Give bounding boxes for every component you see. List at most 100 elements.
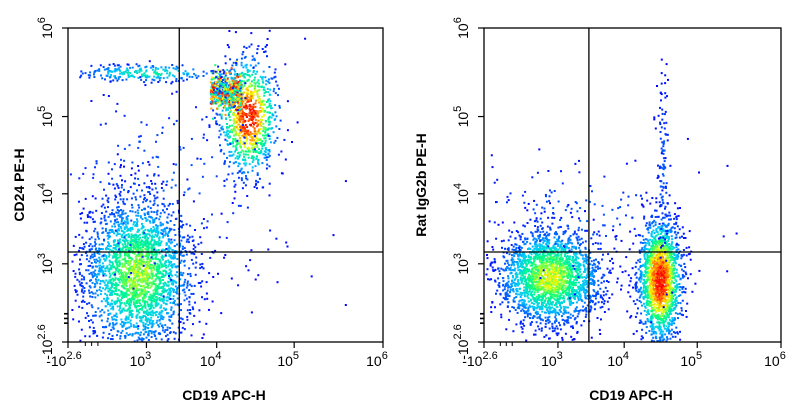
event-dot-1-1 bbox=[225, 133, 228, 136]
event-dot-1-2 bbox=[136, 72, 139, 74]
event-dot-1-1 bbox=[245, 135, 248, 138]
event-dot-1-1 bbox=[225, 95, 228, 98]
event-dot-1-0 bbox=[159, 244, 162, 247]
event-dot-1-1 bbox=[230, 103, 233, 106]
event-dot-1-1 bbox=[215, 112, 218, 115]
event-dot-1-0 bbox=[147, 265, 150, 268]
event-dot-1-1 bbox=[229, 92, 232, 95]
event-dot-1-0 bbox=[90, 304, 93, 307]
event-dot-1-3 bbox=[174, 184, 177, 187]
event-dot-1-0 bbox=[139, 319, 141, 322]
event-dot-1-0 bbox=[167, 231, 170, 234]
event-dot-1-0 bbox=[110, 267, 113, 270]
event-dot-1-1 bbox=[257, 119, 260, 122]
event-dot-1-2 bbox=[107, 68, 110, 71]
event-dot-1-1 bbox=[254, 73, 257, 75]
event-dot-1-0 bbox=[108, 324, 111, 327]
event-dot-1-3 bbox=[130, 272, 133, 274]
event-dot-1-0 bbox=[167, 272, 170, 275]
event-dot-1-0 bbox=[166, 328, 169, 331]
event-dot-1-0 bbox=[114, 194, 117, 197]
event-dot-1-2 bbox=[114, 68, 117, 71]
event-dot-1-1 bbox=[219, 89, 222, 91]
event-dot-2-0 bbox=[554, 299, 557, 302]
event-dot-1-0 bbox=[184, 278, 187, 281]
event-dot-1-1 bbox=[230, 106, 233, 109]
event-dot-1-2 bbox=[116, 79, 119, 82]
event-dot-1-0 bbox=[154, 278, 157, 281]
event-dot-1-0 bbox=[128, 326, 131, 329]
event-dot-1-0 bbox=[78, 320, 80, 323]
event-dot-1-0 bbox=[155, 321, 158, 324]
event-dot-1-1 bbox=[219, 94, 222, 97]
event-dot-1-1 bbox=[254, 64, 257, 67]
event-dot-1-0 bbox=[94, 292, 97, 295]
event-dot-1-0 bbox=[170, 270, 173, 273]
event-dot-1-3 bbox=[111, 168, 113, 171]
event-dot-2-0 bbox=[511, 257, 514, 260]
event-dot-1-1 bbox=[245, 129, 248, 132]
event-dot-1-1 bbox=[232, 96, 235, 99]
event-dot-1-0 bbox=[154, 305, 157, 308]
event-dot-1-1 bbox=[249, 104, 252, 107]
event-dot-1-3 bbox=[122, 198, 125, 201]
event-dot-1-1 bbox=[259, 122, 261, 125]
event-dot-1-1 bbox=[271, 112, 274, 115]
event-dot-1-0 bbox=[108, 294, 111, 296]
event-dot-1-0 bbox=[162, 275, 165, 278]
event-dot-1-0 bbox=[157, 174, 160, 177]
event-dot-1-0 bbox=[102, 272, 105, 275]
event-dot-2-0 bbox=[560, 253, 563, 256]
event-dot-1-0 bbox=[121, 324, 124, 327]
event-dot-1-0 bbox=[152, 296, 155, 299]
event-dot-1-3 bbox=[236, 139, 239, 142]
event-dot-1-0 bbox=[121, 293, 124, 296]
event-dot-1-1 bbox=[219, 133, 222, 136]
event-dot-1-0 bbox=[153, 239, 156, 242]
event-dot-1-0 bbox=[138, 233, 141, 236]
event-dot-2-0 bbox=[527, 306, 530, 309]
event-dot-1-0 bbox=[108, 245, 111, 248]
event-dot-1-0 bbox=[144, 261, 147, 264]
event-dot-1-0 bbox=[134, 276, 137, 279]
event-dot-1-0 bbox=[136, 269, 139, 272]
event-dot-1-1 bbox=[221, 125, 224, 128]
event-dot-1-0 bbox=[158, 311, 161, 314]
event-dot-1-0 bbox=[88, 260, 91, 263]
event-dot-2-0 bbox=[555, 295, 558, 298]
event-dot-1-2 bbox=[131, 75, 134, 78]
event-dot-1-0 bbox=[106, 294, 108, 297]
event-dot-1-0 bbox=[92, 275, 94, 278]
event-dot-1-0 bbox=[94, 197, 97, 200]
event-dot-1-3 bbox=[142, 264, 145, 267]
event-dot-1-0 bbox=[156, 235, 158, 238]
event-dot-1-2 bbox=[143, 72, 146, 75]
event-dot-1-2 bbox=[177, 70, 180, 72]
event-dot-1-0 bbox=[151, 216, 154, 219]
event-dot-1-1 bbox=[231, 129, 234, 132]
event-dot-1-1 bbox=[267, 156, 270, 159]
event-dot-1-0 bbox=[91, 306, 94, 309]
event-dot-2-0 bbox=[588, 270, 591, 273]
event-dot-1-1 bbox=[236, 171, 239, 174]
event-dot-1-0 bbox=[146, 282, 149, 285]
event-dot-1-0 bbox=[141, 243, 144, 246]
event-dot-1-0 bbox=[110, 307, 113, 310]
event-dot-1-2 bbox=[126, 72, 129, 74]
event-dot-1-2 bbox=[151, 65, 154, 68]
event-dot-1-0 bbox=[80, 278, 83, 281]
event-dot-1-1 bbox=[225, 100, 228, 103]
event-dot-1-0 bbox=[144, 280, 147, 283]
event-dot-1-3 bbox=[205, 116, 208, 118]
event-dot-1-2 bbox=[137, 65, 140, 68]
event-dot-1-0 bbox=[156, 267, 159, 270]
event-dot-1-1 bbox=[268, 127, 271, 130]
event-dot-1-1 bbox=[218, 124, 221, 127]
event-dot-1-1 bbox=[217, 95, 220, 98]
event-dot-1-0 bbox=[105, 194, 108, 197]
event-dot-1-0 bbox=[146, 242, 149, 245]
event-dot-1-3 bbox=[117, 144, 120, 147]
event-dot-1-1 bbox=[236, 133, 239, 136]
event-dot-1-1 bbox=[240, 96, 243, 99]
event-dot-1-0 bbox=[200, 241, 203, 244]
